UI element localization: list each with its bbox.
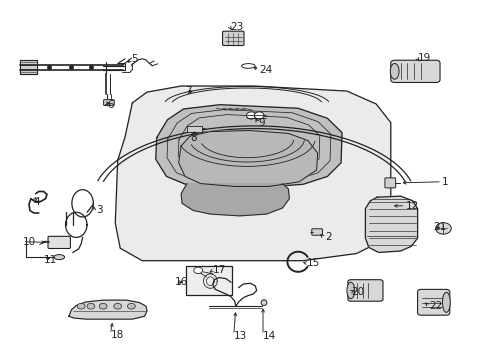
Polygon shape — [365, 196, 417, 252]
Text: 16: 16 — [175, 277, 188, 287]
Text: 24: 24 — [259, 64, 272, 75]
Text: 17: 17 — [212, 265, 225, 275]
Text: 12: 12 — [405, 201, 418, 211]
FancyBboxPatch shape — [103, 100, 114, 105]
Text: 15: 15 — [306, 258, 320, 268]
FancyBboxPatch shape — [48, 236, 70, 248]
Ellipse shape — [241, 64, 255, 68]
Text: 4: 4 — [34, 197, 41, 207]
Ellipse shape — [389, 63, 398, 79]
FancyBboxPatch shape — [222, 31, 244, 45]
Text: 22: 22 — [428, 301, 441, 311]
Circle shape — [77, 303, 85, 309]
Polygon shape — [69, 300, 147, 319]
Text: 14: 14 — [263, 331, 276, 341]
Ellipse shape — [54, 255, 64, 260]
FancyBboxPatch shape — [187, 126, 202, 132]
Text: 11: 11 — [43, 255, 57, 265]
Text: 5: 5 — [131, 54, 138, 64]
FancyBboxPatch shape — [417, 289, 449, 315]
Circle shape — [127, 303, 135, 309]
Text: 8: 8 — [189, 133, 196, 143]
Polygon shape — [156, 105, 341, 188]
Polygon shape — [181, 184, 289, 216]
Ellipse shape — [442, 292, 449, 312]
Circle shape — [246, 112, 256, 119]
Text: 10: 10 — [22, 237, 36, 247]
FancyBboxPatch shape — [185, 266, 232, 296]
Circle shape — [254, 112, 264, 119]
Circle shape — [87, 303, 95, 309]
Text: 13: 13 — [233, 331, 246, 341]
Polygon shape — [115, 86, 390, 261]
Polygon shape — [20, 60, 37, 74]
Text: 9: 9 — [258, 118, 264, 128]
Polygon shape — [178, 131, 317, 186]
FancyBboxPatch shape — [347, 280, 382, 301]
Ellipse shape — [261, 300, 266, 306]
Text: 7: 7 — [184, 86, 191, 96]
Circle shape — [193, 267, 202, 274]
Text: 23: 23 — [229, 22, 243, 32]
FancyBboxPatch shape — [390, 60, 439, 82]
FancyBboxPatch shape — [311, 229, 322, 235]
Text: 21: 21 — [433, 222, 446, 232]
Circle shape — [114, 303, 122, 309]
Circle shape — [435, 223, 450, 234]
Ellipse shape — [346, 282, 354, 299]
Text: 18: 18 — [110, 330, 123, 340]
Text: 19: 19 — [417, 53, 430, 63]
Circle shape — [99, 303, 107, 309]
FancyBboxPatch shape — [384, 178, 395, 188]
Text: 6: 6 — [107, 100, 113, 110]
Text: 3: 3 — [96, 206, 102, 216]
Text: 20: 20 — [350, 287, 363, 297]
Text: 2: 2 — [325, 232, 331, 242]
Text: 1: 1 — [441, 177, 447, 187]
